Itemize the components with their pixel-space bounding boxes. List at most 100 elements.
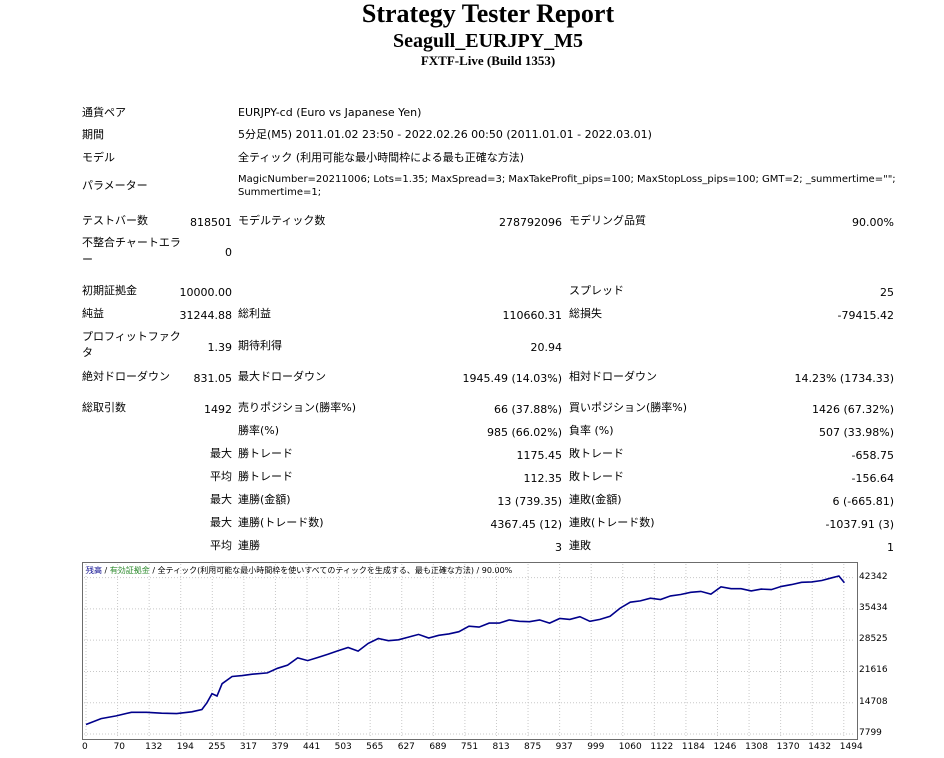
balance-chart (82, 562, 858, 740)
max-consecutive-profit-label: 連勝(トレード数) (238, 516, 324, 529)
y-tick-label: 7799 (859, 728, 882, 738)
largest-loss-label: 敗トレード (569, 447, 624, 460)
model-value: 全ティック (利用可能な最小時間枠による最も正確な方法) (238, 151, 525, 164)
legend-balance: 残高 (86, 566, 102, 575)
x-tick-label: 999 (587, 742, 605, 752)
maximum-label: 最大 (210, 493, 232, 506)
long-positions-value: 1426 (67.32%) (811, 403, 894, 416)
absolute-drawdown-value: 831.05 (193, 372, 233, 385)
balance-line (85, 575, 846, 726)
average-label: 平均 (210, 470, 232, 483)
avg-consecutive-wins-label: 連勝 (238, 539, 260, 552)
max-consecutive-losses-label: 連敗(金額) (569, 493, 622, 506)
y-tick-label: 28525 (859, 634, 888, 645)
x-tick-label: 937 (555, 742, 573, 752)
mismatch-value: 0 (225, 246, 232, 259)
spread-label: スプレッド (569, 284, 624, 297)
profit-factor-label-line1: プロフィットファク (82, 330, 181, 343)
win-rate-value: 985 (66.02%) (486, 426, 562, 439)
x-tick-label: 1432 (808, 742, 832, 752)
deposit-label: 初期証拠金 (82, 284, 137, 297)
average-loss-value: -156.64 (851, 472, 894, 485)
max-consecutive-profit-value: 4367.45 (12) (490, 518, 562, 531)
net-profit-value: 31244.88 (179, 309, 233, 322)
legend-separator: / (149, 566, 158, 575)
short-positions-label: 売りポジション(勝率%) (238, 401, 357, 414)
model-label: モデル (82, 151, 115, 164)
x-tick-label: 317 (239, 742, 258, 752)
relative-drawdown-label: 相対ドローダウン (569, 370, 657, 383)
x-tick-label: 813 (492, 742, 510, 752)
total-trades-label: 総取引数 (82, 401, 126, 414)
bars-label: テストバー数 (82, 214, 148, 227)
bars-value: 818501 (190, 216, 232, 229)
avg-consecutive-losses-label: 連敗 (569, 539, 591, 552)
x-tick-label: 1308 (745, 742, 768, 752)
largest-loss-value: -658.75 (851, 449, 894, 462)
y-tick-label: 42342 (859, 571, 888, 582)
x-tick-label: 1370 (776, 742, 800, 752)
max-consecutive-losses-value: 6 (-665.81) (832, 495, 894, 508)
ticks-label: モデルティック数 (238, 214, 326, 227)
largest-label: 最大 (210, 447, 232, 460)
short-positions-value: 66 (37.88%) (493, 403, 562, 416)
x-tick-label: 875 (524, 742, 542, 752)
params-value-line1: MagicNumber=20211006; Lots=1.35; MaxSpre… (238, 174, 896, 185)
gross-loss-value: -79415.42 (837, 309, 894, 322)
gross-profit-label: 総利益 (238, 307, 271, 320)
x-tick-label: 689 (429, 742, 447, 752)
legend-equity: 有効証拠金 (109, 566, 150, 575)
legend-model: 全ティック(利用可能な最小時間枠を使いすべてのティックを生成する、最も正確な方法… (157, 566, 474, 575)
max-consecutive-loss-label: 連敗(トレード数) (569, 516, 655, 529)
relative-drawdown-value: 14.23% (1734.33) (794, 372, 894, 385)
max-consecutive-loss-value: -1037.91 (3) (825, 518, 894, 531)
average-consecutive-label: 平均 (210, 539, 232, 552)
loss-rate-value: 507 (33.98%) (818, 426, 894, 439)
x-tick-label: 194 (176, 742, 194, 752)
symbol-label: 通貨ペア (82, 106, 126, 119)
x-tick-label: 70 (113, 742, 126, 752)
period-label: 期間 (82, 128, 104, 141)
x-tick-label: 255 (208, 742, 226, 752)
report-build: FXTF-Live (Build 1353) (420, 53, 556, 68)
ticks-value: 278792096 (499, 216, 562, 229)
report-subtitle: Seagull_EURJPY_M5 (393, 30, 583, 52)
largest-win-label: 勝トレード (238, 447, 293, 460)
params-label: パラメーター (82, 179, 148, 192)
average-win-label: 勝トレード (238, 470, 293, 483)
x-tick-label: 1494 (839, 742, 863, 752)
x-tick-label: 132 (145, 742, 163, 752)
legend-separator: / (102, 566, 110, 575)
avg-consecutive-losses-value: 1 (887, 541, 894, 554)
chart-legend: 残高 / 有効証拠金 / 全ティック(利用可能な最小時間枠を使いすべてのティック… (86, 565, 512, 576)
spread-value: 25 (880, 286, 894, 299)
maximal-drawdown-value: 1945.49 (14.03%) (462, 372, 562, 385)
x-tick-label: 751 (460, 742, 479, 752)
x-tick-label: 0 (82, 742, 88, 752)
long-positions-label: 買いポジション(勝率%) (569, 401, 688, 414)
expected-payoff-label: 期待利得 (238, 339, 282, 352)
symbol-value: EURJPY-cd (Euro vs Japanese Yen) (238, 106, 422, 119)
deposit-value: 10000.00 (179, 286, 233, 299)
mismatch-label-line2: ー (82, 253, 93, 266)
x-tick-label: 503 (334, 742, 352, 752)
profit-factor-label-line2: タ (82, 346, 93, 359)
x-tick-label: 1060 (618, 742, 642, 752)
average-win-value: 112.35 (523, 472, 563, 485)
total-trades-value: 1492 (204, 403, 232, 416)
maximal-label: 最大 (210, 516, 232, 529)
x-tick-label: 1122 (650, 742, 674, 752)
quality-label: モデリング品質 (569, 214, 646, 227)
x-tick-label: 627 (397, 742, 415, 752)
y-tick-label: 14708 (859, 696, 888, 707)
params-value-line2: Summertime=1; (238, 187, 322, 198)
x-tick-label: 1184 (681, 742, 705, 752)
x-tick-label: 1246 (713, 742, 737, 752)
net-profit-label: 純益 (82, 307, 104, 320)
expected-payoff-value: 20.94 (530, 341, 563, 354)
max-consecutive-wins-label: 連勝(金額) (238, 493, 291, 506)
legend-separator: / (473, 566, 482, 575)
loss-rate-label: 負率 (%) (569, 424, 614, 437)
avg-consecutive-wins-value: 3 (555, 541, 562, 554)
